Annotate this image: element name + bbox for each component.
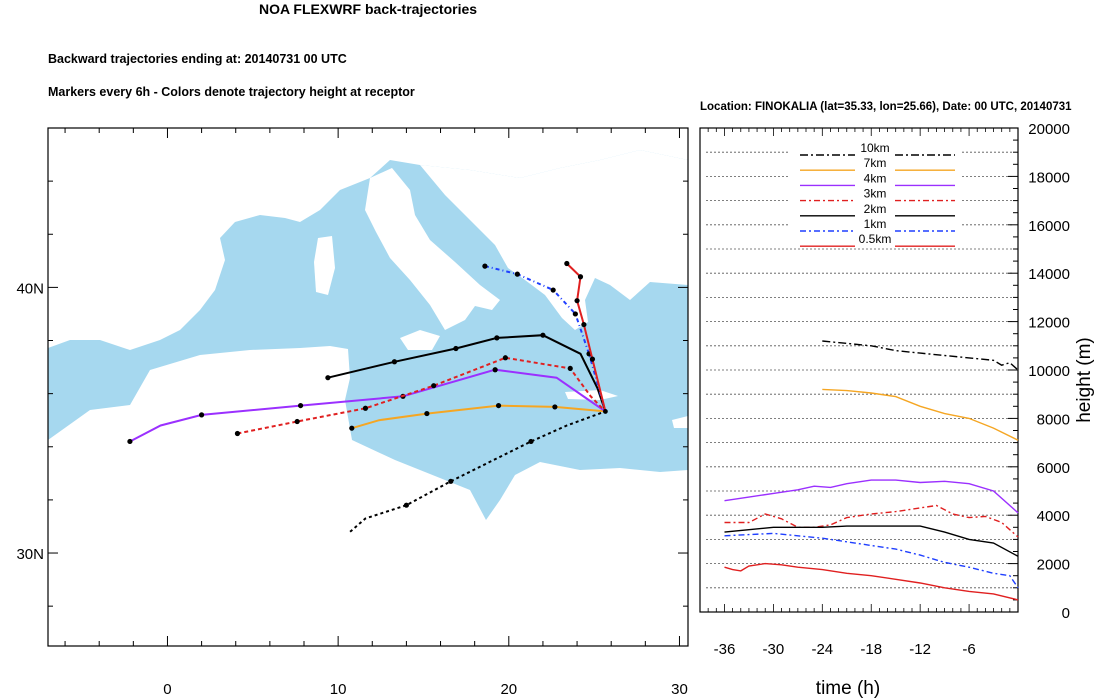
trajectory-marker-0-5km (589, 356, 596, 362)
land-balkans (420, 150, 688, 330)
trajectory-marker-2km (540, 332, 546, 338)
profile-line-7km (822, 388, 1019, 441)
profile-title: Location: FINOKALIA (lat=35.33, lon=25.6… (700, 101, 1072, 113)
trajectory-marker-0-5km (564, 260, 570, 267)
legend-label-4km: 4km (864, 171, 887, 185)
map-xtick-label: 30 (671, 681, 688, 698)
map-xtick-label: 0 (163, 681, 171, 698)
trajectory-0-5km (566, 262, 607, 412)
trajectory-marker-3km (567, 365, 573, 372)
map-xtick-label: 20 (500, 681, 517, 698)
profile-xlabel: time (h) (816, 678, 880, 699)
trajectory-1km (484, 265, 607, 412)
profile-xtick-label: -24 (811, 641, 833, 658)
map-ytick-label: 40N (16, 280, 44, 297)
land-north-africa (48, 346, 688, 646)
profile-line-1km (724, 532, 1019, 589)
map-trajectories (127, 260, 608, 533)
trajectory-marker-3km (234, 430, 241, 437)
trajectory-marker-3km (431, 383, 437, 389)
land-cyprus (672, 416, 688, 428)
map-frame (47, 127, 689, 647)
profile-ylabel: height (m) (1074, 337, 1095, 423)
trajectory-3km (237, 356, 607, 435)
trajectory-marker-1km (514, 271, 520, 277)
profile-lines (724, 340, 1019, 601)
trajectory-marker-10km (403, 502, 409, 508)
profile-xtick-label: -30 (763, 641, 785, 658)
profile-ytick-label: 14000 (1028, 266, 1070, 283)
trajectory-marker-1km (550, 287, 556, 293)
land-italy (365, 168, 500, 330)
trajectory-marker-10km (448, 478, 454, 484)
trajectory-2km (327, 334, 607, 412)
trajectory-marker-4km (199, 412, 205, 418)
legend-box (790, 143, 960, 247)
profile-line-0-5km (724, 562, 1019, 601)
legend-label-1km: 1km (864, 217, 887, 231)
trajectory-marker-7km (349, 425, 355, 431)
land-sicily (400, 330, 440, 350)
trajectory-marker-0-5km (574, 298, 580, 304)
trajectory-marker-0-5km (577, 274, 584, 280)
figure-title: NOA FLEXWRF back-trajectories (259, 1, 477, 17)
profile-xtick-label: -36 (714, 641, 736, 658)
profile-line-2km (724, 525, 1019, 557)
trajectory-marker-2km (391, 359, 398, 365)
map-ticks: 0 10 20 30 30N 40N (16, 127, 688, 698)
figure-subtitle: Backward trajectories ending at: 2014073… (48, 52, 347, 66)
trajectory-marker-7km (424, 410, 430, 417)
profile-ticks: 0 2000 4000 6000 8000 10000 12000 14000 16000 180… (699, 121, 1070, 658)
trajectory-marker-4km (492, 367, 498, 373)
legend-label-7km: 7km (864, 156, 887, 170)
trajectory-marker-4km (297, 402, 304, 409)
trajectory-marker-0-5km (581, 321, 587, 328)
land-areas (48, 128, 688, 646)
profile-xtick-label: -6 (962, 641, 975, 658)
profile-xtick-label: -18 (860, 641, 882, 658)
trajectory-marker-1km (482, 263, 488, 269)
trajectory-marker-3km (294, 418, 300, 425)
legend-label-0-5km: 0.5km (859, 232, 892, 246)
map-ytick-label: 30N (16, 546, 44, 563)
trajectory-marker-3km (502, 355, 508, 361)
profile-ytick-label: 4000 (1037, 508, 1070, 525)
land-sardinia (314, 236, 335, 295)
receptor-marker (602, 409, 608, 414)
profile-line-4km (724, 479, 1019, 514)
profile-ytick-label: 6000 (1037, 460, 1070, 477)
profile-ytick-label: 16000 (1028, 218, 1070, 235)
profile-ytick-label: 10000 (1028, 363, 1070, 380)
profile-xtick-label: -12 (909, 641, 931, 658)
profile-ytick-label: 2000 (1037, 557, 1070, 574)
trajectory-marker-7km (495, 402, 502, 409)
trajectory-7km (351, 404, 606, 430)
profile-ytick-label: 0 (1062, 605, 1070, 622)
profile-ytick-label: 18000 (1028, 169, 1070, 186)
trajectory-marker-2km (325, 375, 331, 381)
figure-subtitle-markers: Markers every 6h - Colors denote traject… (48, 85, 415, 99)
trajectory-marker-2km (453, 345, 459, 352)
trajectory-marker-7km (552, 404, 558, 410)
trajectory-marker-4km (127, 438, 133, 445)
trajectory-marker-3km (362, 405, 369, 411)
legend-label-10km: 10km (860, 141, 889, 155)
trajectory-marker-1km (572, 311, 578, 317)
legend-label-3km: 3km (864, 187, 887, 201)
trajectory-marker-2km (494, 335, 500, 341)
profile-ytick-label: 20000 (1028, 121, 1070, 138)
legend-label-2km: 2km (864, 202, 887, 216)
map-xtick-label: 10 (330, 681, 347, 698)
profile-line-10km (822, 340, 1019, 371)
profile-ytick-label: 12000 (1028, 315, 1070, 332)
trajectory-marker-10km (528, 438, 534, 445)
trajectory-10km (349, 410, 606, 533)
land-europe-west (48, 128, 688, 350)
profile-ytick-label: 8000 (1037, 411, 1070, 428)
